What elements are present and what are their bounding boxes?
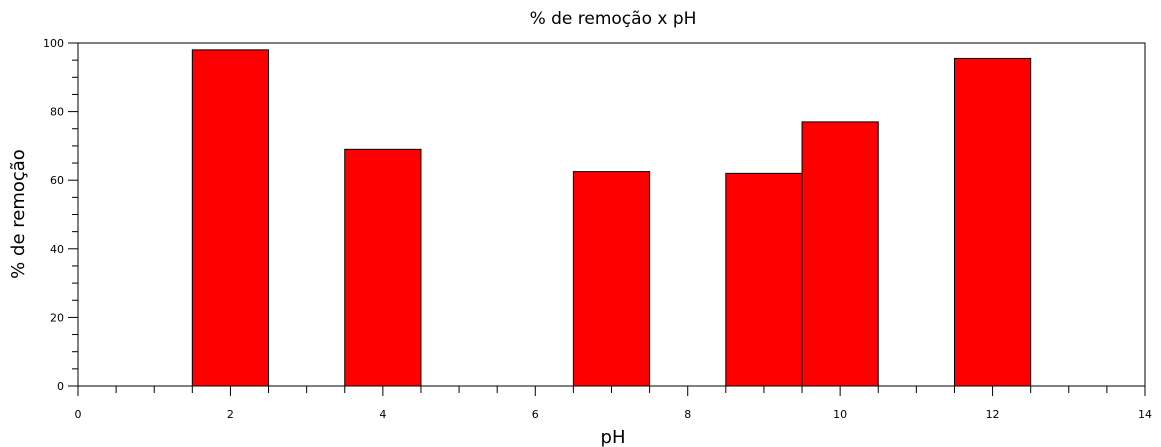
y-tick-label: 100 (43, 37, 64, 50)
x-tick-label: 2 (227, 408, 234, 421)
x-tick-label: 14 (1138, 408, 1152, 421)
y-tick-label: 20 (50, 311, 64, 324)
x-axis-label: pH (601, 427, 626, 447)
y-axis: 0 20 40 60 80 100 (43, 37, 78, 393)
y-tick-label: 80 (50, 106, 64, 119)
x-tick-label: 10 (833, 408, 847, 421)
bar-ph-2 (191, 49, 270, 387)
x-tick-label: 0 (75, 408, 82, 421)
x-tick-label: 12 (986, 408, 1000, 421)
y-tick-label: 0 (57, 380, 64, 393)
bar-ph-9 (725, 172, 803, 387)
bars (191, 49, 1032, 387)
y-tick-label: 60 (50, 174, 64, 187)
bar-ph-10 (801, 121, 879, 387)
x-tick-label: 8 (684, 408, 691, 421)
bar-ph-12 (953, 57, 1032, 387)
x-tick-label: 6 (532, 408, 539, 421)
y-axis-label: % de remoção (8, 149, 29, 279)
bar-ph-4 (344, 148, 422, 387)
chart-title: % de remoção x pH (530, 9, 697, 29)
x-tick-label: 4 (379, 408, 386, 421)
x-axis: 0 2 4 6 8 10 12 14 (75, 386, 1152, 421)
bar-ph-7 (572, 171, 651, 387)
y-tick-label: 40 (50, 243, 64, 256)
